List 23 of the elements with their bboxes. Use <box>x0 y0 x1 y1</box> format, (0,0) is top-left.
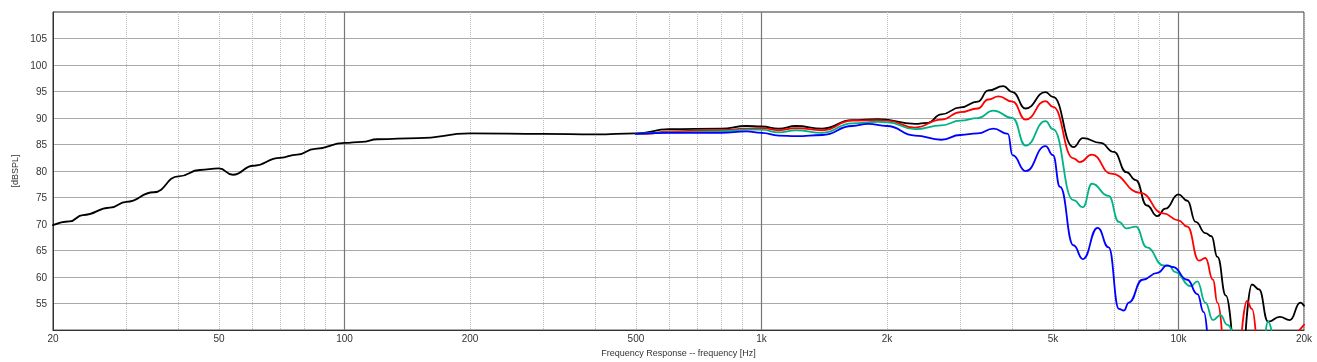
y-tick-label: 75 <box>35 192 48 204</box>
x-tick-label: 10k <box>1170 332 1188 344</box>
y-tick-label: 105 <box>30 33 48 45</box>
x-tick-label: 50 <box>213 332 225 344</box>
y-tick-label: 85 <box>35 139 48 151</box>
y-tick-label: 70 <box>35 218 48 230</box>
y-axis-title: [dBSPL] <box>9 154 20 188</box>
x-axis-title: Frequency Response -- frequency [Hz] <box>601 347 756 358</box>
y-tick-label: 100 <box>30 59 48 71</box>
y-tick-label: 55 <box>35 298 48 310</box>
x-tick-label: 5k <box>1047 332 1060 344</box>
x-tick-label: 500 <box>627 332 645 344</box>
y-tick-label: 90 <box>35 112 48 124</box>
y-tick-label: 95 <box>35 86 48 98</box>
x-tick-label: 2k <box>881 332 894 344</box>
x-tick-label: 20k <box>1295 332 1314 344</box>
x-tick-label: 1k <box>756 332 768 344</box>
y-tick-label: 65 <box>35 245 48 257</box>
y-tick-label: 60 <box>35 271 48 283</box>
x-tick-label: 20 <box>47 332 59 344</box>
x-tick-label: 100 <box>336 332 354 344</box>
x-tick-label: 200 <box>461 332 479 344</box>
y-tick-label: 80 <box>35 165 48 177</box>
